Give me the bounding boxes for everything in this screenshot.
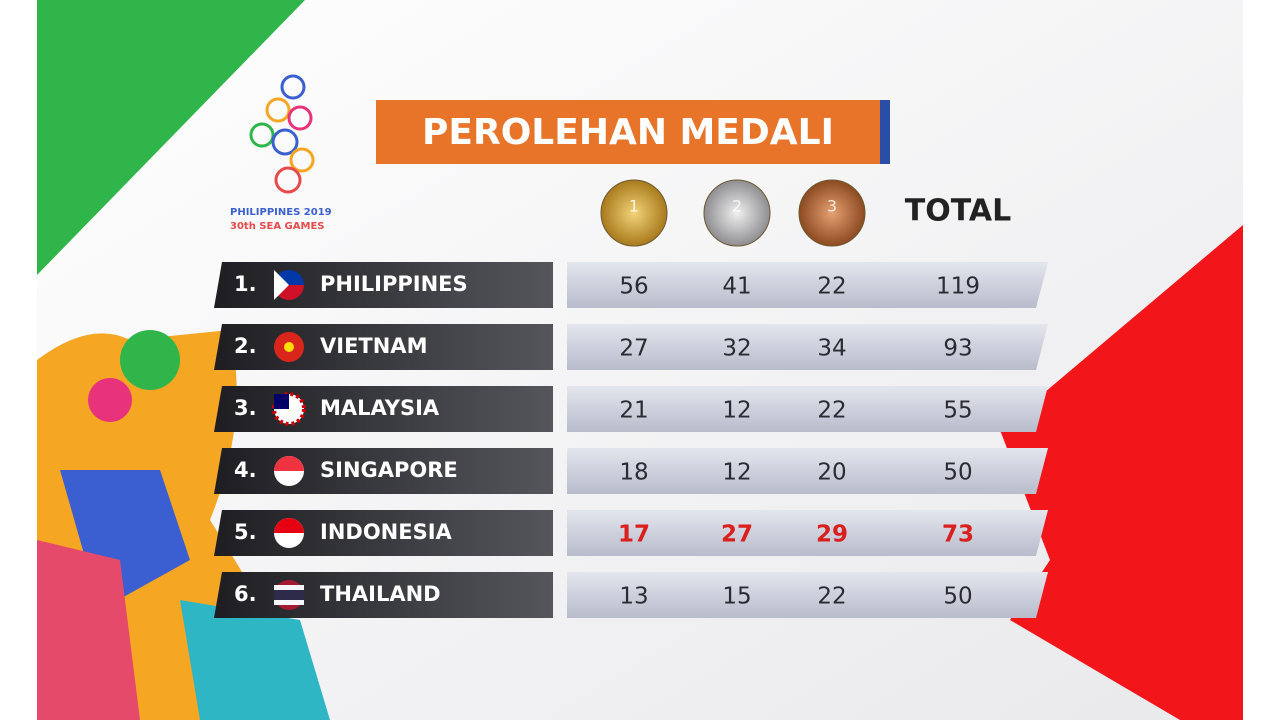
rank: 1. [234,272,257,296]
medal-count: 27 [619,336,648,362]
logo-line2: 30th SEA GAMES [230,221,324,232]
medal-count: 18 [619,460,648,486]
title-accent [880,100,890,164]
red-shape [1000,225,1243,720]
country: MALAYSIA [320,396,440,420]
flag [274,518,304,533]
medal-count: 21 [619,398,648,424]
medal [703,179,771,247]
medal-count: 22 [817,584,846,610]
medal-count: 22 [817,398,846,424]
medal-count: 50 [943,460,972,486]
flag [274,394,289,409]
country-bar [214,510,553,556]
rank: 5. [234,520,257,544]
medal-label: 3 [827,197,837,216]
medal-count: 27 [721,522,753,548]
medal-count: 20 [817,460,846,486]
country: SINGAPORE [320,458,458,482]
medal-count: 17 [618,522,650,548]
title-box [376,100,890,164]
medal-label: 1 [629,197,639,216]
column-header: TOTAL [905,194,1011,229]
green-corner [37,0,305,275]
medal-count: 34 [817,336,846,362]
rank: 3. [234,396,257,420]
medal-label: 2 [732,197,742,216]
rank: 2. [234,334,257,358]
channel-logo: GTV [70,38,156,82]
medal-count: 50 [943,584,972,610]
country: PHILIPPINES [320,272,468,296]
country-bar [214,572,553,618]
flag [274,270,289,300]
value-bar [567,572,1048,618]
logo-line1: PHILIPPINES 2019 [230,207,332,218]
medal [798,179,866,247]
rank: 4. [234,458,257,482]
medal-count: 32 [722,336,751,362]
flag [274,456,304,471]
medal-count: 73 [942,522,974,548]
value-bar [567,448,1048,494]
value-bar [567,324,1048,370]
value-bar [567,386,1048,432]
country-bar [214,262,553,308]
country: VIETNAM [320,334,427,358]
medal-count: 93 [943,336,972,362]
medal-count: 29 [816,522,848,548]
medal-count: 55 [943,398,972,424]
medal-count: 12 [722,398,751,424]
medal [600,179,668,247]
rank: 6. [234,582,257,606]
medal-count: 41 [722,274,751,300]
title: PEROLEHAN MEDALI [422,112,834,153]
games-logo [249,74,315,194]
flag [284,342,294,352]
medal-count: 119 [936,274,980,300]
country: THAILAND [320,582,441,606]
artwork [37,330,330,720]
country: INDONESIA [320,520,453,544]
medal-count: 12 [722,460,751,486]
flag [274,590,304,600]
medal-count: 15 [722,584,751,610]
medal-count: 56 [619,274,648,300]
value-bar [567,510,1048,556]
country-bar [214,448,553,494]
value-bar [567,262,1048,308]
country-bar [214,324,553,370]
medal-count: 13 [619,584,648,610]
medal-count: 22 [817,274,846,300]
